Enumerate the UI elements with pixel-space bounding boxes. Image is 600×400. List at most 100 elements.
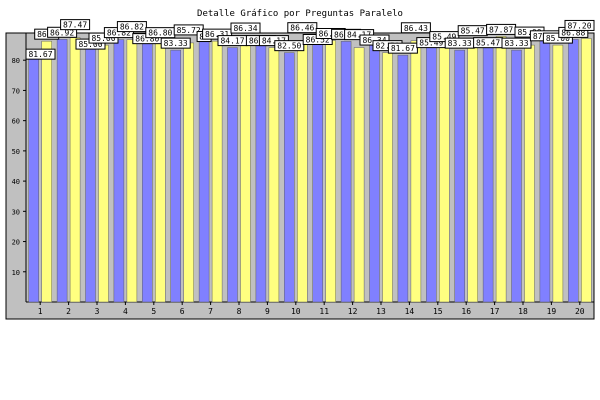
- bar-series-1: [198, 37, 210, 303]
- x-tick-label: 12: [348, 307, 358, 316]
- value-label: 84.17: [220, 37, 244, 46]
- bar-series-1: [142, 39, 153, 303]
- x-tick-label: 3: [95, 307, 100, 316]
- bar-series-1: [255, 41, 267, 303]
- bar-series-1: [568, 39, 579, 303]
- value-label: 83.33: [448, 39, 472, 48]
- value-label-box: [274, 40, 305, 52]
- x-tick-label: 1: [38, 307, 43, 316]
- value-label-box: [160, 37, 191, 49]
- bar-series-1: [312, 40, 323, 303]
- value-label: 85.00: [78, 40, 102, 49]
- x-tick-label: 10: [291, 307, 301, 316]
- bar-series-1: [340, 41, 352, 303]
- y-tick-label: 80: [12, 57, 20, 65]
- value-label: 85.72: [177, 26, 201, 35]
- bars-layer: [28, 36, 592, 303]
- value-label: 86.80: [148, 29, 172, 38]
- x-tick-label: 6: [180, 307, 185, 316]
- value-label: 87.20: [567, 21, 591, 30]
- bar-series-2: [211, 40, 223, 303]
- value-labels-layer: 81.6786.386.9287.4785.0085.0086.8286.828…: [25, 19, 595, 60]
- y-axis-ticks: 10 20 30 40 50 60 70 80: [12, 57, 26, 277]
- bar-series-1: [113, 39, 125, 303]
- bar-series-2: [382, 52, 393, 303]
- value-label: 85.47: [476, 39, 500, 48]
- value-label: 86.3: [37, 30, 56, 39]
- value-label-box: [564, 19, 595, 31]
- value-label: 85.47: [461, 27, 485, 36]
- value-label: 84.17: [262, 37, 286, 46]
- value-label: 86.34: [233, 24, 257, 33]
- value-label: 86.88: [561, 28, 585, 37]
- x-tick-label: 14: [405, 307, 415, 316]
- value-label-box: [287, 22, 318, 34]
- x-tick-label: 18: [518, 307, 528, 316]
- bar-series-1: [170, 49, 181, 303]
- y-tick-label: 60: [12, 118, 20, 126]
- bar-series-2: [325, 40, 336, 303]
- y-tick-label: 40: [12, 178, 20, 186]
- bar-series-2: [495, 36, 507, 303]
- bar-series-2: [297, 40, 308, 303]
- x-tick-label: 11: [319, 307, 329, 316]
- bar-series-1: [454, 49, 465, 303]
- value-label: 87.87: [489, 25, 513, 34]
- value-label-box: [60, 19, 91, 31]
- value-label: 86.31: [205, 30, 229, 39]
- x-tick-label: 8: [237, 307, 242, 316]
- bar-series-2: [69, 37, 81, 303]
- x-tick-label: 7: [208, 307, 213, 316]
- value-label-box: [542, 32, 573, 44]
- value-label: 86.82: [107, 29, 131, 38]
- bar-series-1: [397, 54, 409, 303]
- value-label: 86.80: [135, 35, 159, 44]
- value-label: 85.49: [432, 33, 456, 42]
- bar-series-2: [268, 47, 280, 303]
- bar-series-2: [240, 40, 251, 303]
- y-tick-label: 50: [12, 148, 20, 156]
- bar-series-2: [581, 38, 592, 303]
- value-label: 85.00: [91, 34, 115, 43]
- value-label: 87.47: [63, 21, 87, 30]
- value-label-box: [116, 21, 147, 33]
- value-label: 81.67: [28, 50, 52, 59]
- value-label-box: [230, 22, 261, 34]
- bar-series-1: [369, 40, 380, 303]
- x-tick-label: 17: [490, 307, 500, 316]
- x-tick-label: 2: [66, 307, 71, 316]
- value-label-box: [400, 22, 431, 34]
- value-label-box: [88, 32, 119, 44]
- x-tick-label: 20: [575, 307, 585, 316]
- bar-series-2: [353, 47, 365, 303]
- bar-series-1: [85, 44, 96, 303]
- value-label: 86.52: [306, 35, 330, 44]
- value-label-box: [387, 42, 418, 54]
- value-label: 86.92: [50, 28, 74, 37]
- bar-series-1: [284, 52, 295, 303]
- x-axis-ticks: 1 2 3 4 5 6 7 8 9 10 11 12 13 14 15 16 17 18 19 20: [38, 302, 585, 316]
- value-label-box: [202, 28, 233, 40]
- value-label: 82.50: [277, 42, 301, 51]
- value-label: 85.49: [419, 39, 443, 48]
- value-label: 83.33: [164, 39, 188, 48]
- bar-series-1: [511, 49, 522, 303]
- bar-series-1: [482, 43, 494, 303]
- x-tick-label: 9: [265, 307, 270, 316]
- value-label-box: [429, 31, 460, 43]
- x-tick-label: 5: [151, 307, 156, 316]
- bar-series-1: [539, 36, 551, 303]
- value-label: 86.46: [290, 24, 314, 33]
- bar-series-2: [155, 39, 166, 303]
- x-tick-label: 19: [547, 307, 557, 316]
- x-tick-label: 16: [461, 307, 471, 316]
- chart-title: Detalle Gráfico por Preguntas Paralelo: [197, 9, 403, 19]
- value-label: 86.43: [404, 24, 428, 33]
- y-tick-label: 30: [12, 208, 20, 216]
- x-tick-label: 15: [433, 307, 443, 316]
- y-tick-label: 20: [12, 239, 20, 247]
- bar-series-2: [126, 39, 138, 303]
- y-tick-label: 10: [12, 269, 20, 277]
- value-label: 86.82: [120, 23, 144, 32]
